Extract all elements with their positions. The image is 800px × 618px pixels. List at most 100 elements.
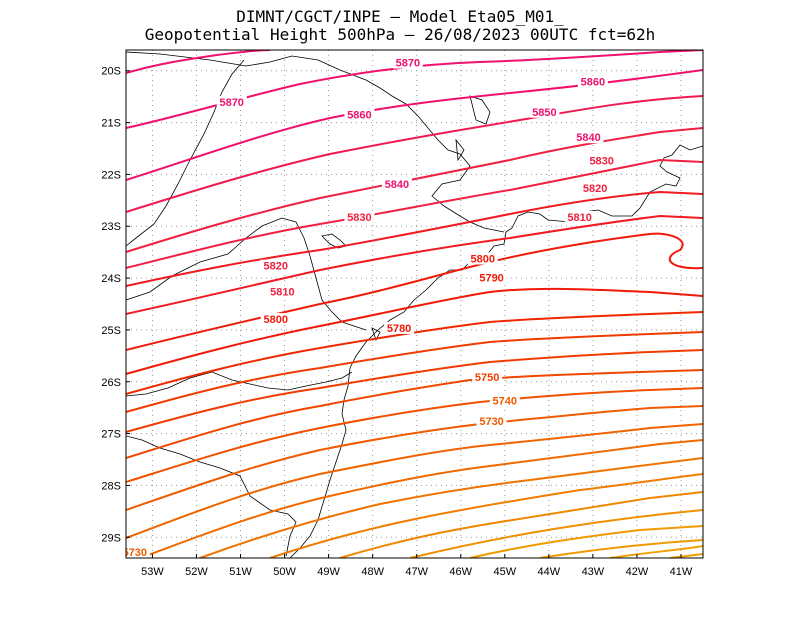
lon-tick-label: 43W <box>582 566 605 578</box>
lon-tick-label: 52W <box>185 566 208 578</box>
contour-5850 <box>126 95 703 213</box>
coastline <box>289 144 703 558</box>
contour-label-bg <box>344 210 375 223</box>
contour-label: 5820 <box>264 261 288 273</box>
lon-tick-label: 46W <box>449 566 472 578</box>
contour-label-bg <box>344 108 375 121</box>
plot-frame <box>125 49 704 559</box>
lon-tick-label: 42W <box>626 566 649 578</box>
contour-5840 <box>126 127 703 253</box>
contour-label-bg <box>472 371 503 384</box>
contour-label-bg <box>260 313 291 326</box>
contour-5700 <box>199 457 703 558</box>
contour-5760 <box>126 349 703 433</box>
contour-5790 <box>126 287 703 375</box>
state-border-1 <box>126 51 505 233</box>
lon-tick-label: 49W <box>317 566 340 578</box>
contour-label: 5810 <box>270 287 294 299</box>
contour-label: 5800 <box>471 253 495 265</box>
plot-area <box>126 50 703 558</box>
contour-label: 5730 <box>123 547 147 559</box>
contour-label: 5820 <box>583 183 607 195</box>
contour-label: 5800 <box>264 314 288 326</box>
contour-5880 <box>126 50 271 74</box>
contour-label: 5830 <box>589 155 613 167</box>
contour-label: 5730 <box>479 416 503 428</box>
lake-3 <box>455 138 465 162</box>
contour-5690 <box>269 473 703 558</box>
lon-tick-label: 48W <box>361 566 384 578</box>
contour-5810 <box>126 214 703 315</box>
contour-label-bg <box>564 210 595 223</box>
lat-tick-label: 27S <box>101 429 121 441</box>
contour-label-bg <box>489 394 520 407</box>
contour-5720 <box>126 423 703 539</box>
contour-labels: 5870 5870 5860 5860 5850 5840 5840 5830 5830 5820… <box>123 56 617 559</box>
state-border-4 <box>126 371 353 397</box>
contour-label: 5740 <box>493 395 517 407</box>
contour-label-bg <box>126 545 150 558</box>
contour-label-bg <box>260 259 291 272</box>
contour-label-bg <box>467 252 498 265</box>
contour-label-bg <box>384 321 415 334</box>
contour-label-bg <box>267 285 298 298</box>
contour-5770 <box>126 331 703 413</box>
lon-tick-label: 50W <box>273 566 296 578</box>
contour-label-bg <box>573 131 604 144</box>
contour-label-bg <box>216 95 247 108</box>
lon-tick-label: 41W <box>670 566 693 578</box>
contour-label-bg <box>476 415 507 428</box>
contour-5660 <box>469 525 703 558</box>
lake-2 <box>469 95 491 125</box>
contour-5640 <box>609 545 703 558</box>
contour-5670 <box>409 509 703 558</box>
chart-title-line1: DIMNT/CGCT/INPE – Model Eta05_M01_ <box>236 7 564 26</box>
contour-5710 <box>139 439 703 558</box>
lat-tick-label: 26S <box>101 377 121 389</box>
lat-tick-label: 24S <box>101 273 121 285</box>
contour-label: 5790 <box>479 273 503 285</box>
contour-label-bg <box>392 56 423 69</box>
contour-label-bg <box>529 105 560 118</box>
lat-tick-label: 23S <box>101 221 121 233</box>
lon-tick-label: 51W <box>229 566 252 578</box>
lat-tick-label: 29S <box>101 532 121 544</box>
contour-label: 5850 <box>532 107 556 119</box>
contour-label-bg <box>476 271 507 284</box>
state-border-3 <box>126 217 367 331</box>
chart-title-line2: Geopotential Height 500hPa – 26/08/2023 … <box>144 25 656 44</box>
lat-tick-label: 22S <box>101 169 121 181</box>
lat-tick-label: 20S <box>101 66 121 78</box>
contour-5750 <box>126 369 703 459</box>
contour-5730 <box>126 405 703 511</box>
lon-tick-label: 47W <box>405 566 428 578</box>
lake-4 <box>371 327 381 342</box>
lon-tick-label: 44W <box>538 566 561 578</box>
coastline-borders <box>126 51 703 558</box>
lat-tick-label: 25S <box>101 325 121 337</box>
lon-tick-label: 45W <box>493 566 516 578</box>
contour-label-bg <box>586 154 617 167</box>
contour-label: 5840 <box>576 132 600 144</box>
contour-label: 5780 <box>387 323 411 335</box>
contour-label: 5810 <box>567 212 591 224</box>
contour-5830 <box>126 158 703 269</box>
contour-5680 <box>339 491 703 558</box>
contour-label: 5870 <box>396 58 420 70</box>
height-contours <box>126 50 703 558</box>
contour-5650 <box>539 539 703 558</box>
lat-tick-label: 21S <box>101 118 121 130</box>
axis-ticks: 20S 21S 22S 23S 24S 25S 26S 27S 28S 29S 53W 52W 51W 5… <box>101 66 692 578</box>
contour-label: 5750 <box>475 372 499 384</box>
contour-label-bg <box>580 181 611 194</box>
contour-label: 5860 <box>581 77 605 89</box>
contour-label-bg <box>577 75 608 88</box>
contour-label-bg <box>381 177 412 190</box>
contour-label: 5840 <box>385 179 409 191</box>
contour-label: 5870 <box>219 97 243 109</box>
contour-5820 <box>126 190 703 287</box>
contour-5740 <box>126 387 703 483</box>
contour-label: 5830 <box>347 212 371 224</box>
lon-tick-label: 53W <box>141 566 164 578</box>
